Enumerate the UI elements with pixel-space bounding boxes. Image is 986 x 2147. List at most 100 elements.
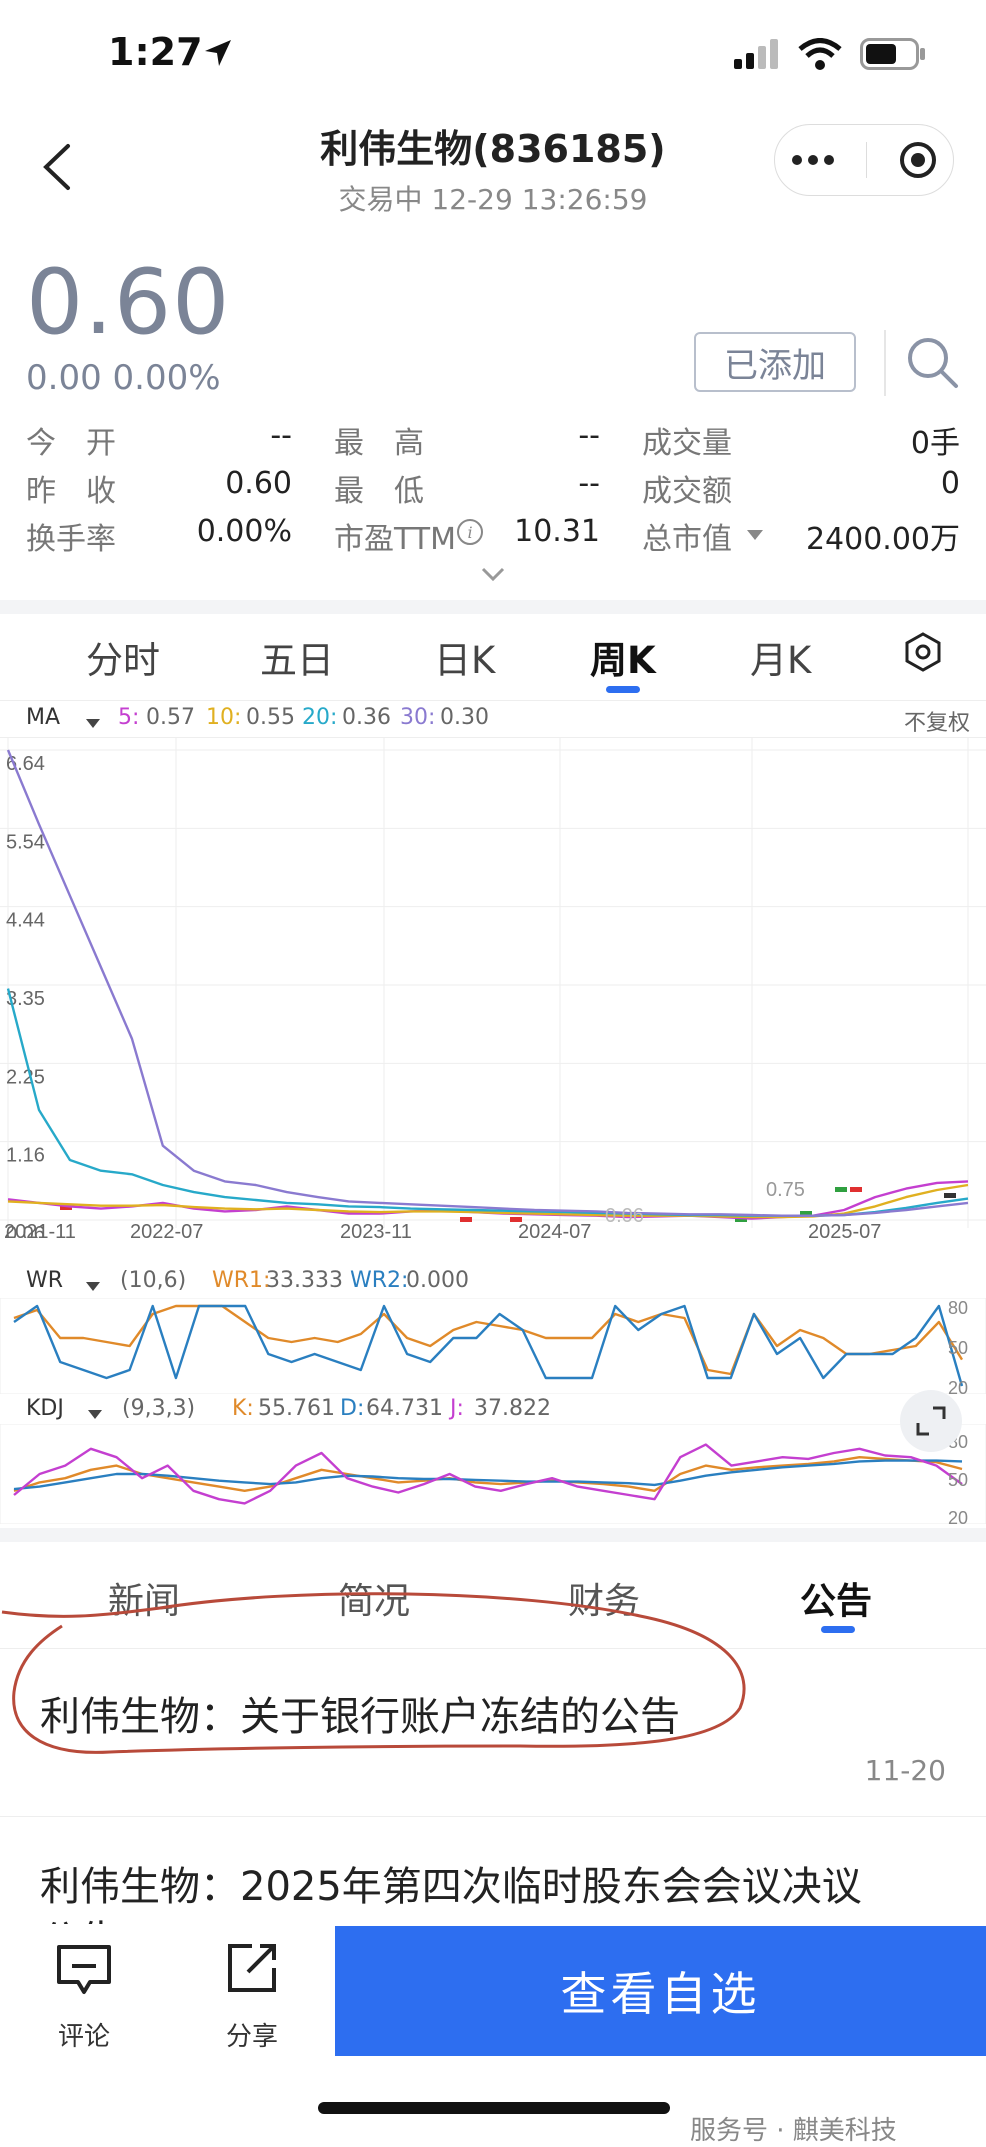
news-item[interactable]: 利伟生物：关于银行账户冻结的公告 11-20 <box>0 1650 986 1816</box>
wr-frame <box>0 1298 986 1394</box>
stat-value-prev-close: 0.60 <box>225 466 292 501</box>
added-watchlist-button[interactable]: 已添加 <box>694 332 856 392</box>
ma20-value: 0.36 <box>342 705 391 730</box>
ma-series-10 <box>7 1183 969 1219</box>
kdj-dropdown-icon[interactable] <box>88 1405 102 1424</box>
share-label[interactable]: 分享 <box>225 2022 278 2052</box>
ma-dropdown-icon[interactable] <box>86 714 100 733</box>
section-divider <box>0 1528 986 1542</box>
kdj-tick-label: 20 <box>948 1508 968 1524</box>
news-title-continued: 公告 <box>40 1908 120 1928</box>
stat-value-turnover-rate: 0.00% <box>196 514 292 549</box>
ma-indicator-select[interactable]: MA <box>26 705 61 730</box>
back-chevron-icon[interactable] <box>38 142 78 192</box>
y-tick-label: 4.44 <box>6 910 45 932</box>
divider <box>0 1816 986 1817</box>
ma5-label: 5: <box>118 705 140 730</box>
candle <box>510 1217 522 1222</box>
tab-finance[interactable]: 财务 <box>568 1581 641 1622</box>
wr2-label: WR2: <box>350 1268 409 1293</box>
annotation-high: 0.75 <box>766 1179 805 1201</box>
tab-daily-k[interactable]: 日K <box>434 639 496 682</box>
candle <box>835 1187 847 1192</box>
battery-icon <box>860 38 925 70</box>
chart-tabbar <box>0 600 986 714</box>
chart-settings-icon[interactable] <box>904 632 942 676</box>
info-icon[interactable]: i <box>456 518 484 550</box>
stock-title: 利伟生物(836185) <box>320 127 666 171</box>
news-date: 11-20 <box>864 1754 946 1787</box>
wr-tick-label: 50 <box>948 1338 968 1358</box>
more-dots-icon[interactable] <box>791 154 835 166</box>
price-change: 0.00 0.00% <box>26 358 221 398</box>
j-value: 37.822 <box>474 1396 551 1421</box>
expand-chevron-icon[interactable] <box>481 566 505 586</box>
stat-value-high: -- <box>578 418 600 453</box>
wr-indicator-select[interactable]: WR <box>26 1268 64 1293</box>
y-tick-label: 0.06 <box>6 1223 45 1238</box>
wr-dropdown-icon[interactable] <box>86 1277 100 1296</box>
news-title: 利伟生物：关于银行账户冻结的公告 <box>40 1694 680 1740</box>
kline-chart[interactable]: 6.645.544.443.352.251.160.060.750.062021… <box>0 738 986 1238</box>
annotation-low: 0.06 <box>605 1205 644 1227</box>
candle <box>850 1187 862 1192</box>
stat-label-turnover-rate: 换手率 <box>26 522 116 557</box>
view-watchlist-button[interactable]: 查看自选 <box>335 1926 986 2056</box>
candle <box>735 1217 747 1222</box>
ma5-value: 0.57 <box>146 705 195 730</box>
news-item[interactable]: 利伟生物：2025年第四次临时股东会会议决议 公告 <box>0 1818 986 1928</box>
wr-series-WR1 <box>13 1304 964 1376</box>
news-title: 利伟生物：2025年第四次临时股东会会议决议 <box>40 1864 862 1910</box>
wr-params: (10,6) <box>120 1268 187 1293</box>
ma30-value: 0.30 <box>440 705 489 730</box>
status-icons <box>734 38 926 70</box>
y-tick-label: 5.54 <box>6 831 45 853</box>
red-annotation-circle <box>1 1592 746 1754</box>
fullscreen-icon[interactable] <box>900 1390 962 1452</box>
comment-label[interactable]: 评论 <box>57 2022 110 2052</box>
wr1-label: WR1: <box>212 1268 271 1293</box>
wr-tick-label: 20 <box>948 1378 968 1394</box>
kdj-tick-label: 50 <box>948 1470 968 1490</box>
x-tick-label: 2021-11 <box>4 1221 76 1238</box>
adjust-toggle[interactable]: 不复权 <box>904 711 971 736</box>
tab-weekly-k[interactable]: 周K <box>590 639 656 682</box>
candle <box>800 1211 812 1216</box>
comment-icon[interactable] <box>56 1944 112 2000</box>
close-target-icon[interactable] <box>898 140 938 180</box>
share-icon[interactable] <box>224 1940 280 2000</box>
tab-overview[interactable]: 简况 <box>338 1581 411 1622</box>
tab-five-day[interactable]: 五日 <box>260 639 334 682</box>
watermark: 服务号 · 麒美科技 <box>690 2116 897 2146</box>
ma10-label: 10: <box>206 705 242 730</box>
k-label: K: <box>232 1396 254 1421</box>
current-price: 0.60 <box>26 250 231 355</box>
kdj-series-K <box>13 1456 963 1493</box>
ma-series-20 <box>6 988 969 1217</box>
tab-intraday[interactable]: 分时 <box>86 639 160 682</box>
stat-value-pe-ttm: 10.31 <box>514 514 600 549</box>
tab-news[interactable]: 新闻 <box>108 1581 181 1622</box>
kdj-indicator-select[interactable]: KDJ <box>26 1396 64 1421</box>
caret-down-icon[interactable] <box>746 526 764 545</box>
tab-announcements[interactable]: 公告 <box>800 1581 873 1622</box>
location-arrow-icon <box>203 38 233 72</box>
y-tick-label: 2.25 <box>6 1066 45 1088</box>
stat-label-pe-ttm: 市盈TTM <box>334 522 457 557</box>
tab-monthly-k[interactable]: 月K <box>750 639 812 682</box>
kdj-series-D <box>13 1459 963 1491</box>
wr-chart[interactable]: 80 50 20 <box>0 1298 986 1394</box>
x-tick-label: 2022-07 <box>130 1221 203 1238</box>
stat-label-prev-close: 昨 收 <box>26 474 116 509</box>
stat-label-volume: 成交量 <box>642 426 732 461</box>
wr-tick-label: 80 <box>948 1298 968 1318</box>
stat-label-open: 今 开 <box>26 426 116 461</box>
stat-label-market-cap: 总市值 <box>642 522 732 557</box>
x-tick-label: 2023-11 <box>340 1221 412 1238</box>
search-icon[interactable] <box>904 334 960 394</box>
stat-value-open: -- <box>270 418 292 453</box>
wr2-value: 0.000 <box>406 1268 469 1293</box>
home-indicator <box>318 2102 670 2114</box>
kdj-params: (9,3,3) <box>122 1396 196 1421</box>
